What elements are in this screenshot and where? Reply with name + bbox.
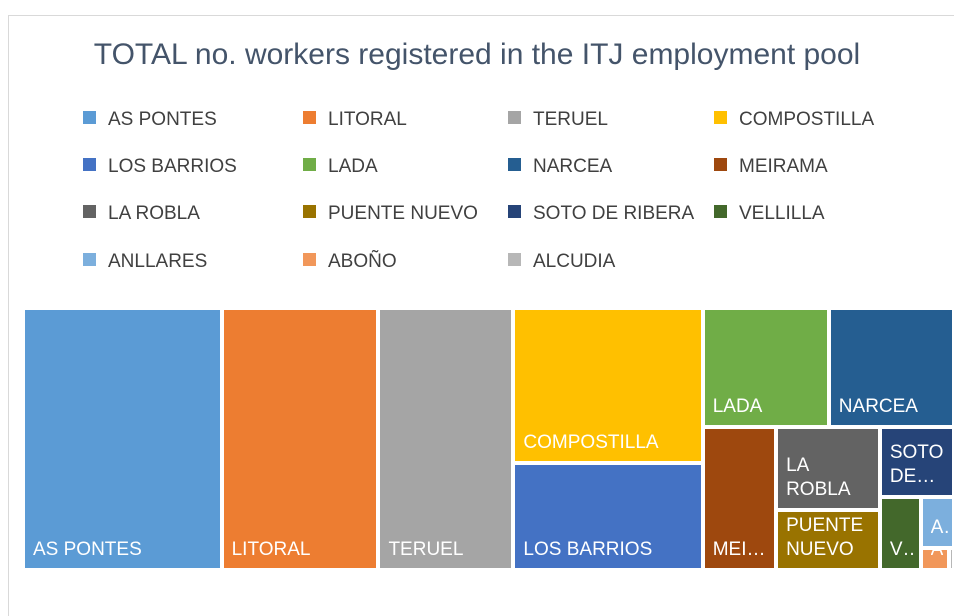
treemap-cell: LADA (704, 310, 827, 425)
treemap-cell: NARCEA (830, 310, 952, 425)
treemap-cell: ANLLARES (922, 498, 952, 546)
legend-swatch (83, 253, 96, 266)
treemap-cell: ABOÑO (922, 549, 948, 568)
legend-label: ABOÑO (328, 251, 397, 272)
legend-swatch (714, 158, 727, 171)
legend-item: NARCEA (508, 156, 612, 178)
legend-item: LA ROBLA (83, 203, 200, 225)
legend-item: VELLILLA (714, 203, 825, 225)
legend-label: AS PONTES (108, 109, 217, 130)
legend-label: SOTO DE RIBERA (533, 203, 695, 224)
legend-item: ALCUDIA (508, 251, 615, 273)
treemap-cell: LOS BARRIOS (515, 464, 701, 568)
cell-label: ABOÑO (931, 550, 944, 562)
cell-label: PUENTE NUEVO (786, 514, 864, 560)
legend-swatch (303, 158, 316, 171)
treemap-cell: MEIRAMA (704, 428, 775, 568)
chart-frame (8, 15, 954, 616)
legend-label: LA ROBLA (108, 203, 200, 224)
cell-label: COMPOSTILLA (523, 431, 659, 453)
legend-item: TERUEL (508, 109, 608, 131)
legend-item: LADA (303, 156, 378, 178)
legend-label: LITORAL (328, 109, 407, 130)
legend-swatch (508, 158, 521, 171)
cell-label: SOTO DE RIBERA (889, 441, 944, 487)
legend-label: COMPOSTILLA (739, 109, 875, 130)
treemap-cell: AS PONTES (25, 310, 220, 568)
legend-swatch (303, 253, 316, 266)
legend-swatch (83, 205, 96, 218)
legend-item: ABOÑO (303, 251, 397, 273)
legend-label: MEIRAMA (739, 156, 828, 177)
legend-item: PUENTE NUEVO (303, 203, 478, 225)
legend-item: LOS BARRIOS (83, 156, 237, 178)
legend-item: ANLLARES (83, 251, 207, 273)
cell-label: LOS BARRIOS (523, 538, 653, 560)
legend-label: LADA (328, 156, 378, 177)
cell-label: VELLILLA (889, 538, 915, 560)
treemap-cell: LITORAL (223, 310, 377, 568)
treemap-cell: ALCUDIA (951, 549, 952, 568)
legend-item: AS PONTES (83, 109, 217, 131)
legend-item: COMPOSTILLA (714, 109, 874, 131)
cell-label: AS PONTES (33, 539, 142, 560)
chart-title: TOTAL no. workers registered in the ITJ … (93, 38, 861, 71)
treemap-cell: TERUEL (380, 310, 512, 568)
legend-item: SOTO DE RIBERA (508, 203, 694, 225)
cell-label: LITORAL (231, 539, 311, 560)
legend-label: PUENTE NUEVO (328, 203, 478, 224)
cell-label: LA ROBLA (786, 454, 851, 500)
legend-label: ALCUDIA (533, 251, 616, 272)
legend-label: LOS BARRIOS (108, 156, 237, 177)
treemap-cell: PUENTE NUEVO (778, 511, 878, 568)
legend-swatch (508, 205, 521, 218)
cell-label: LADA (712, 395, 763, 417)
page: TOTAL no. workers registered in the ITJ … (8, 15, 954, 616)
legend-label: NARCEA (533, 156, 613, 177)
legend-label: TERUEL (533, 109, 608, 130)
cell-label: NARCEA (838, 395, 918, 417)
legend-label: VELLILLA (739, 203, 825, 224)
legend-swatch (303, 111, 316, 124)
cell-label: MEIRAMA (712, 538, 770, 560)
treemap-cell: LA ROBLA (778, 428, 878, 508)
legend-item: LITORAL (303, 109, 407, 131)
legend-swatch (83, 111, 96, 124)
legend-swatch (508, 111, 521, 124)
legend-swatch (83, 158, 96, 171)
cell-label: TERUEL (388, 539, 464, 560)
legend-label: ANLLARES (108, 251, 208, 272)
legend-swatch (714, 205, 727, 218)
treemap-cell: SOTO DE RIBERA (881, 428, 952, 495)
cell-label: ANLLARES (930, 516, 948, 538)
treemap-cell: VELLILLA (881, 498, 919, 568)
legend-swatch (714, 111, 727, 124)
legend-swatch (303, 205, 316, 218)
treemap-cell: COMPOSTILLA (515, 310, 701, 461)
legend-swatch (508, 253, 521, 266)
legend-item: MEIRAMA (714, 156, 828, 178)
